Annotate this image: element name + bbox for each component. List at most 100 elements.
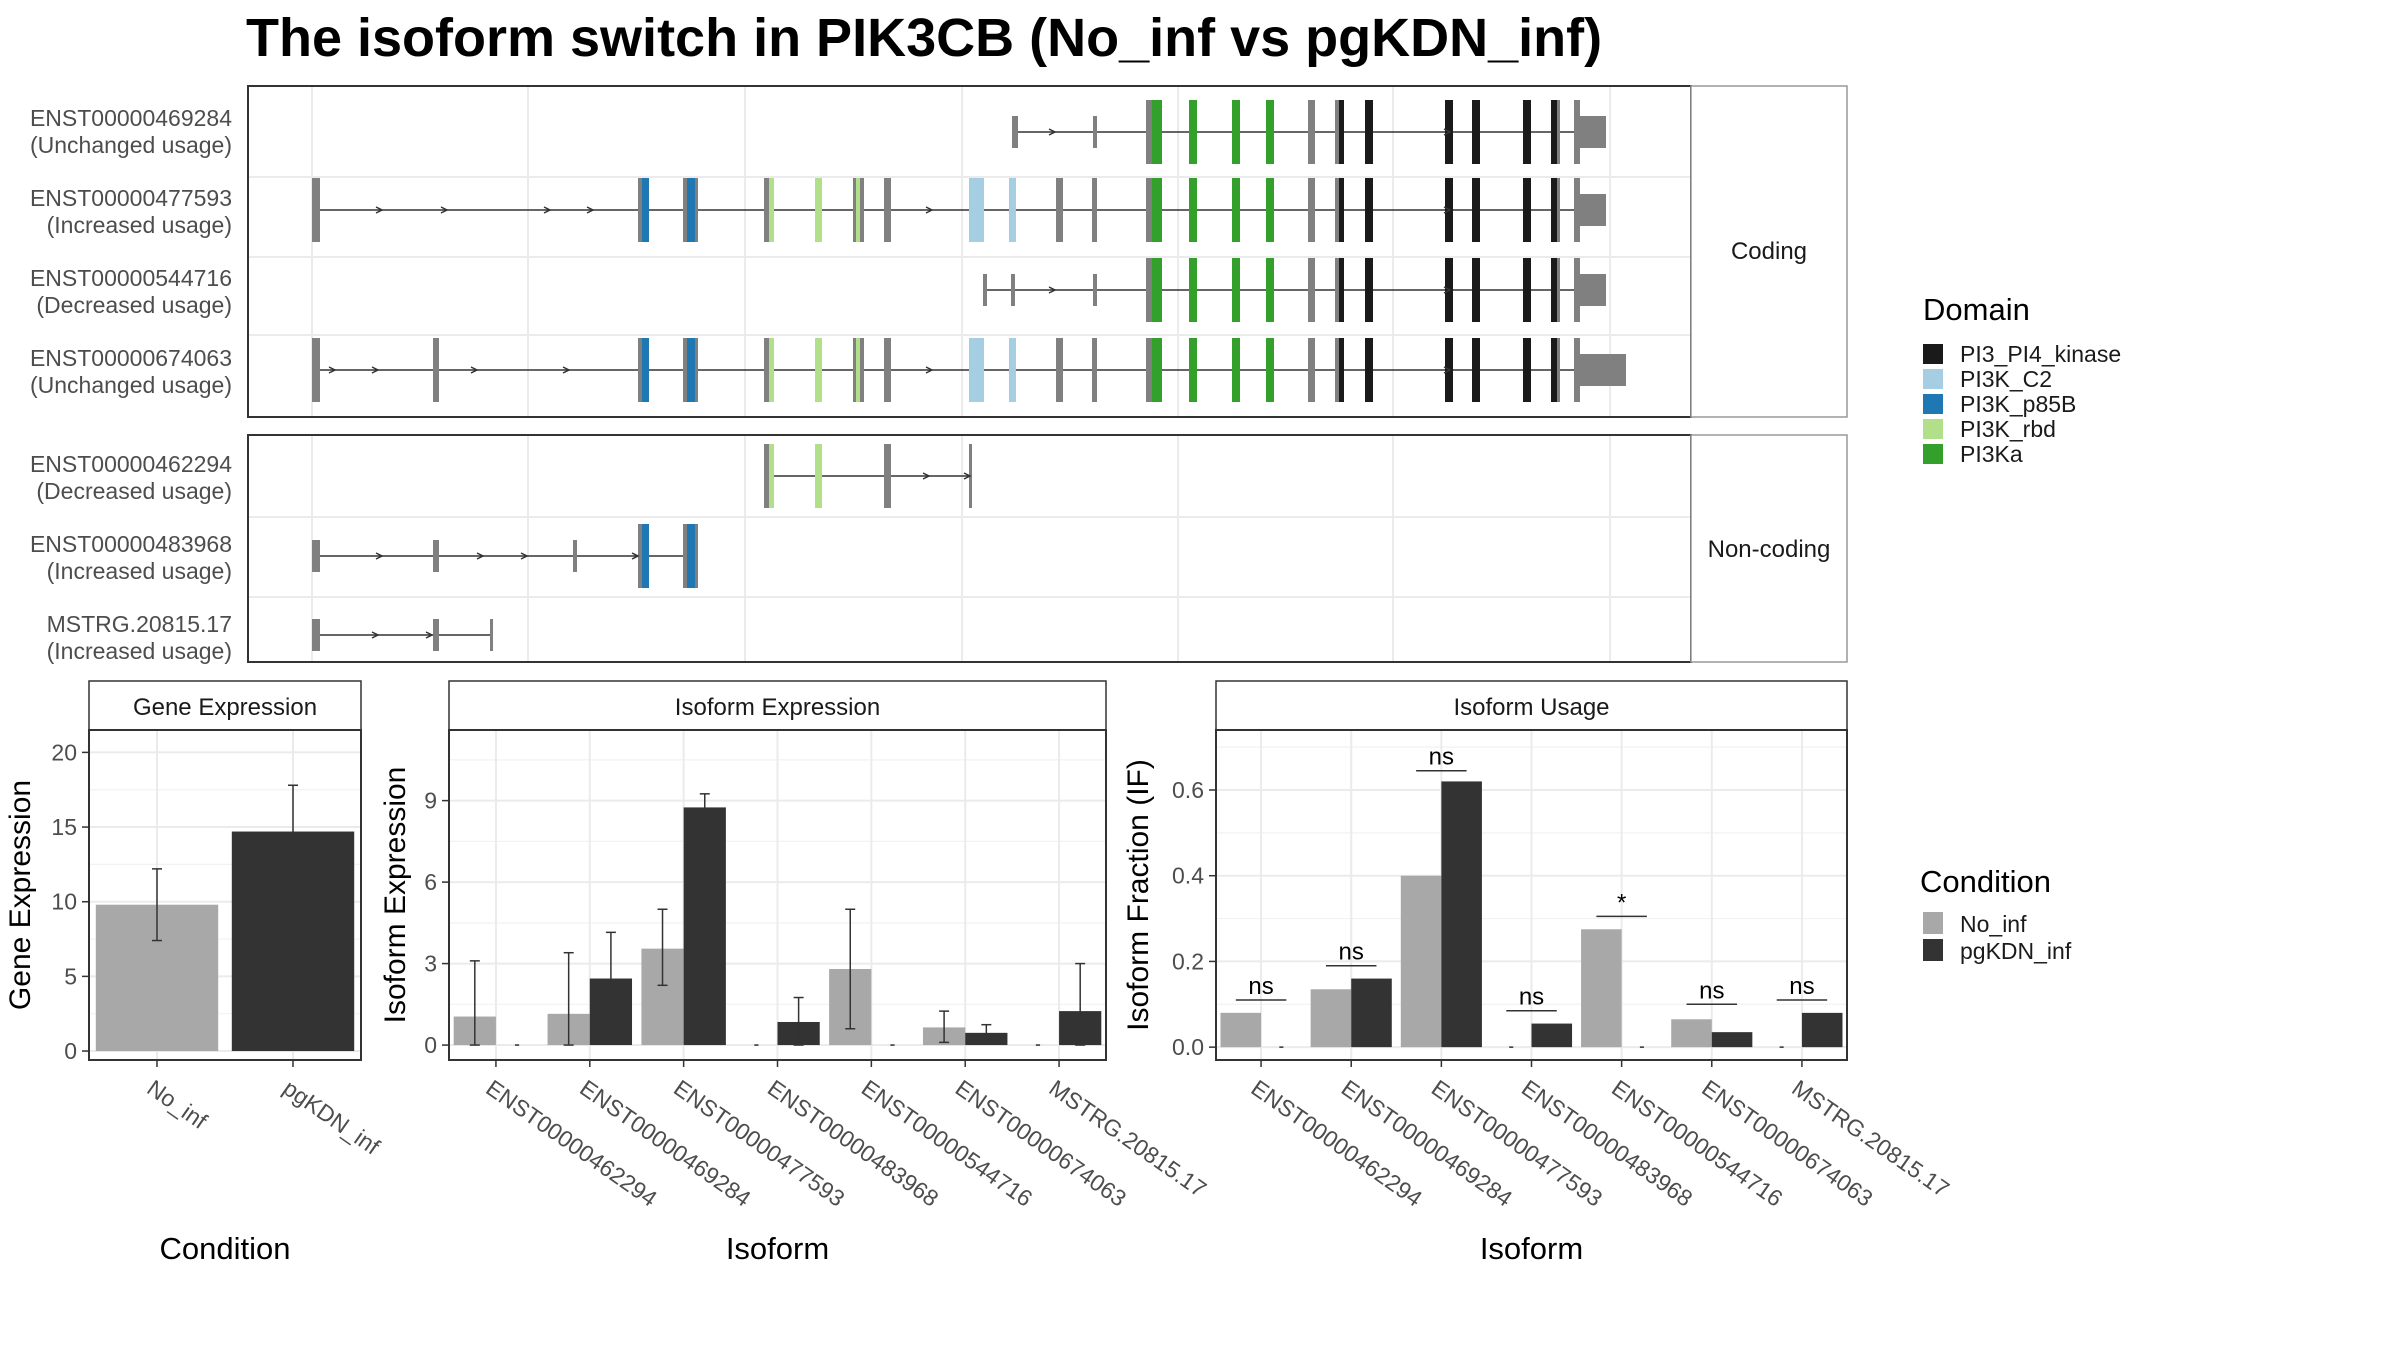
exon [1574,100,1580,164]
legend-label: PI3Ka [1960,441,2023,467]
exon [1472,338,1480,402]
direction-arrow [470,366,479,374]
legend-label: PI3_PI4_kinase [1960,341,2121,367]
row-label-usage: (Increased usage) [47,558,232,584]
coding-strip-label: Coding [1731,238,1807,265]
noncoding-strip [1690,434,1848,663]
y-axis-title: Gene Expression [4,780,37,1010]
domain-legend: Domain PI3_PI4_kinase PI3K_C2 PI3K_p85B … [1923,292,2121,467]
direction-arrow [328,366,337,374]
y-tick-label: 10 [51,889,77,915]
x-tick-label: MSTRG.20815.17 [1045,1075,1212,1203]
exon [1472,258,1480,322]
legend-label: pgKDN_inf [1960,938,2072,964]
row-label-isoform-id: ENST00000477593 [30,185,232,211]
exon [312,540,320,572]
legend-label: PI3K_C2 [1960,366,2052,392]
bar [1671,1019,1712,1048]
exon [764,444,769,508]
exon [1152,338,1162,402]
x-tick-label: pgKDN_inf [278,1075,385,1160]
facet-strip-title: Isoform Expression [675,694,880,721]
exon [815,338,822,402]
exon [1523,100,1531,164]
exon [1580,274,1606,306]
noncoding-strip-label: Non-coding [1708,536,1831,563]
x-axis-title: Condition [160,1231,291,1266]
exon [1557,178,1560,242]
exon [1339,338,1344,402]
exon [1232,258,1240,322]
x-tick-label: ENST00000469284 [575,1075,756,1212]
row-label-isoform-id: ENST00000483968 [30,531,232,557]
exon [1339,100,1344,164]
exon [683,338,687,402]
exon [1335,178,1339,242]
exon [853,178,856,242]
y-tick-label: 0 [424,1032,437,1058]
exon [815,444,822,508]
y-tick-label: 6 [424,869,437,895]
direction-arrow [371,631,380,639]
direction-arrow [1048,286,1057,294]
exon [312,338,320,402]
direction-arrow [1443,366,1452,374]
exon [687,178,695,242]
exon [1365,100,1373,164]
coding-row-labels: ENST00000469284 (Unchanged usage) ENST00… [30,105,232,398]
exon [638,178,642,242]
exon [1093,274,1097,306]
exon [683,524,687,588]
exon [573,540,577,572]
bar [1581,929,1622,1048]
exon [1580,116,1606,148]
exon [1266,100,1274,164]
exon [687,524,695,588]
exon [1308,338,1315,402]
exon [1335,100,1339,164]
exon [1146,258,1152,322]
exon [1551,178,1557,242]
row-label-isoform-id: ENST00000674063 [30,345,232,371]
exon [1557,100,1560,164]
exon [1012,116,1018,148]
exon [683,178,687,242]
exon [1365,338,1373,402]
y-tick-label: 9 [424,788,437,814]
exon [1146,178,1152,242]
exon [1557,258,1560,322]
exon [695,524,698,588]
exon [1189,338,1197,402]
x-axis-title: Isoform [1480,1231,1583,1266]
facet-strip [88,680,362,731]
bar [683,807,726,1046]
y-tick-label: 0.2 [1172,948,1204,974]
exon [969,178,984,242]
facet-strip-title: Isoform Usage [1453,694,1609,721]
legend-swatch [1923,344,1943,364]
direction-arrow [375,206,384,214]
exon [1056,338,1063,402]
exon [769,444,774,508]
exon [1523,338,1531,402]
direction-arrow [922,472,931,480]
bar [1711,1032,1753,1048]
exon [1557,338,1560,402]
exon [1308,100,1315,164]
direction-arrow [371,366,380,374]
panel-border [88,729,362,1061]
legend-swatch [1923,419,1943,439]
exon [687,338,695,402]
exon [1266,338,1274,402]
exon [1266,258,1274,322]
exon [1574,258,1580,322]
y-tick-label: 0.4 [1172,863,1204,889]
exon [695,178,698,242]
exon [856,178,860,242]
exon [695,338,698,402]
direction-arrow [562,366,571,374]
facet-strip [448,680,1107,731]
isoform-structure-plot: Coding Non-coding ENST00000469284 (Uncha… [30,85,1848,664]
exon [884,444,891,508]
